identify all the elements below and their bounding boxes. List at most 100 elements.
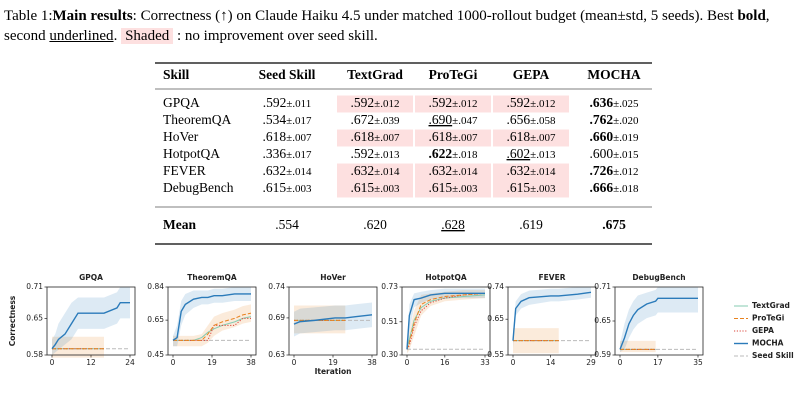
table-cell: .656±.058 (507, 112, 556, 127)
cell-mean: .690 (429, 112, 453, 127)
x-tick-label: 19 (207, 358, 217, 367)
legend-label: GEPA (752, 326, 774, 335)
legend-label: ProTeGi (752, 314, 784, 323)
cell-std: ±.007 (374, 132, 400, 144)
cell-std: ±.047 (452, 115, 478, 127)
table-cell: .672±.039 (351, 112, 400, 127)
y-tick-label: 0.65 (594, 316, 611, 325)
cell-shade (337, 180, 413, 198)
table-cell: .592±.011 (263, 95, 312, 110)
table-cell: MOCHA (587, 67, 640, 82)
table-cell: TheoremQA (163, 112, 231, 127)
table-cell: GEPA (513, 67, 550, 82)
cell-shade (337, 95, 413, 113)
table-cell: .592±.012 (351, 95, 400, 110)
y-tick-label: 0.55 (487, 350, 504, 359)
cell-shade (493, 95, 569, 113)
series-line (406, 292, 486, 350)
legend-label: TextGrad (752, 301, 790, 310)
cell-shade (415, 95, 491, 113)
table-cell: ProTeGi (429, 67, 478, 82)
table-cell: Mean (163, 217, 196, 232)
table-cell: HoVer (163, 129, 199, 144)
cell-mean: .632 (351, 163, 375, 178)
table-cell: .632±.014 (429, 163, 478, 178)
cell-shade (415, 180, 491, 198)
cell-mean: .602 (507, 146, 531, 161)
caption-part: Table 1: (4, 8, 53, 24)
cell-std: ±.012 (613, 166, 638, 178)
table-cell: .726±.012 (590, 163, 639, 178)
table-cell: .592±.012 (429, 95, 478, 110)
cell-std: ±.018 (613, 183, 639, 195)
error-band (513, 287, 591, 348)
cell-std: ±.015 (613, 149, 639, 161)
charts: GPQA 0.58 0.65 0.71 0 12 24 Correctness TheoremQ… (8, 273, 794, 376)
panel-frame (167, 286, 257, 356)
x-tick-label: 0 (618, 358, 623, 367)
panel-frame (507, 286, 597, 356)
y-tick-label: 0.65 (147, 315, 164, 324)
error-band (52, 336, 104, 358)
panel-title: HoVer (320, 273, 346, 282)
cell-mean: .622 (429, 146, 453, 161)
cell-mean: .618 (351, 129, 375, 144)
cell-shade (415, 163, 491, 181)
error-band (52, 287, 130, 355)
x-tick-label: 14 (546, 358, 556, 367)
caption-part: . (113, 28, 122, 44)
cell-std: ±.003 (530, 183, 556, 195)
x-tick-label: 17 (653, 358, 663, 367)
x-tick-label: 0 (50, 358, 55, 367)
table-cell: .602±.013 (507, 146, 556, 161)
cell-std: ±.013 (530, 149, 556, 161)
cell-mean: .592 (263, 95, 287, 110)
y-tick-label: 0.63 (268, 350, 285, 359)
x-tick-label: 38 (246, 358, 256, 367)
table-cell: .554 (275, 217, 299, 232)
cell-mean: .618 (429, 129, 453, 144)
cell-shade (337, 129, 413, 147)
series-line (293, 314, 373, 325)
panel-title: DebugBench (632, 273, 685, 282)
cell-std: ±.014 (374, 166, 400, 178)
cell-std: ±.012 (452, 98, 477, 110)
x-tick-label: 33 (480, 358, 490, 367)
cell-std: ±.019 (613, 132, 639, 144)
caption-part: , second (4, 8, 770, 44)
y-tick-label: 0.59 (594, 350, 611, 359)
table-cell: GPQA (163, 95, 200, 110)
x-axis-label: Iteration (315, 367, 352, 376)
y-tick-label: 0.58 (26, 350, 43, 359)
panel-title: TheoremQA (187, 273, 237, 282)
cell-std: ±.003 (286, 183, 312, 195)
table-cell: DebugBench (163, 180, 234, 195)
table-cell: .632±.014 (351, 163, 400, 178)
table-cell: .592±.012 (507, 95, 556, 110)
cell-shade (415, 129, 491, 147)
legend-label: MOCHA (752, 339, 784, 348)
panel-title: FEVER (539, 273, 566, 282)
table-cell: Skill (163, 67, 190, 82)
y-tick-label: 0.71 (594, 282, 611, 291)
x-tick-label: 38 (367, 358, 377, 367)
cell-std: ±.003 (452, 183, 478, 195)
table-cell: .592±.013 (351, 146, 400, 161)
table-cell: .762±.020 (590, 112, 639, 127)
table-cell: Seed Skill (259, 67, 316, 82)
cell-std: ±.017 (286, 149, 312, 161)
cell-std: ±.011 (286, 98, 311, 110)
cell-shade (493, 180, 569, 198)
x-tick-label: 0 (171, 358, 176, 367)
y-tick-label: 0.51 (381, 317, 398, 326)
cell-shade (337, 163, 413, 181)
table-cell: .534±.017 (263, 112, 312, 127)
y-tick-label: 0.74 (487, 282, 504, 291)
table-cell: .600±.015 (590, 146, 639, 161)
cell-std: ±.020 (613, 115, 639, 127)
cell-std: ±.013 (374, 149, 400, 161)
error-band (173, 287, 251, 347)
cell-mean: .632 (507, 163, 531, 178)
caption-part: Shaded (121, 28, 174, 44)
